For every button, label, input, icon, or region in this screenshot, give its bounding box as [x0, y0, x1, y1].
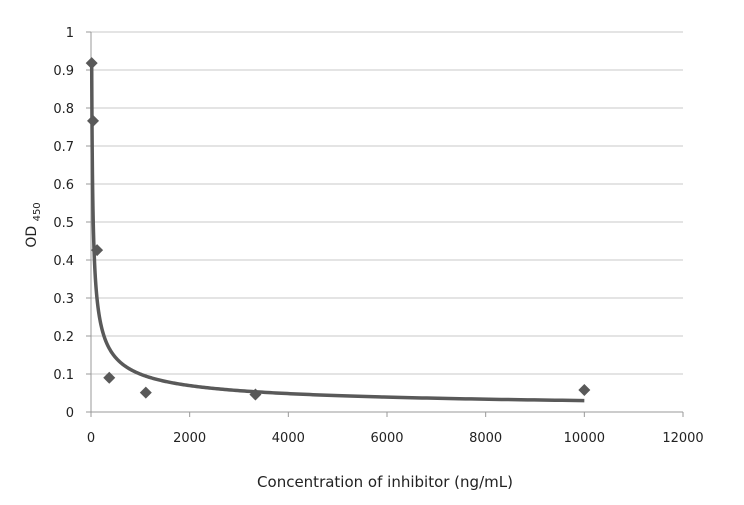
- y-tick-label: 1: [66, 26, 74, 41]
- data-point: [91, 244, 104, 257]
- axes: [86, 31, 684, 417]
- y-tick-label: 0.1: [53, 368, 74, 383]
- data-point: [249, 388, 262, 401]
- y-axis-title-main: OD: [24, 226, 40, 248]
- data-point: [103, 371, 116, 384]
- y-tick-label: 0: [66, 406, 74, 421]
- data-point: [139, 386, 152, 399]
- y-tick-label: 0.8: [53, 102, 74, 117]
- data-points: [85, 57, 591, 401]
- data-point: [87, 114, 100, 127]
- y-tick-label: 0.5: [53, 216, 74, 231]
- y-tick-label: 0.7: [53, 140, 74, 155]
- y-axis-title: OD 450: [24, 202, 43, 247]
- x-tick-labels: 0 2000 4000 6000 8000 10000 12000: [87, 431, 704, 446]
- data-point: [85, 57, 98, 70]
- trendline: [89, 58, 585, 403]
- y-tick-label: 0.4: [53, 254, 74, 269]
- y-tick-labels: 0 0.1 0.2 0.3 0.4 0.5 0.6 0.7 0.8 0.9 1: [53, 26, 74, 421]
- y-tick-label: 0.3: [53, 292, 74, 307]
- x-axis-title: Concentration of inhibitor (ng/mL): [257, 473, 513, 491]
- y-tick-label: 0.2: [53, 330, 74, 345]
- x-tick-label: 2000: [173, 431, 206, 446]
- x-tick-label: 4000: [272, 431, 305, 446]
- y-axis-title-subscript: 450: [32, 202, 43, 221]
- gridlines: [91, 31, 683, 375]
- y-tick-label: 0.6: [53, 178, 74, 193]
- x-tick-label: 10000: [564, 431, 605, 446]
- x-tick-label: 0: [87, 431, 95, 446]
- data-point: [578, 383, 591, 396]
- x-tick-label: 12000: [662, 431, 703, 446]
- x-tick-label: 8000: [469, 431, 502, 446]
- x-tick-label: 6000: [370, 431, 403, 446]
- y-tick-label: 0.9: [53, 64, 74, 79]
